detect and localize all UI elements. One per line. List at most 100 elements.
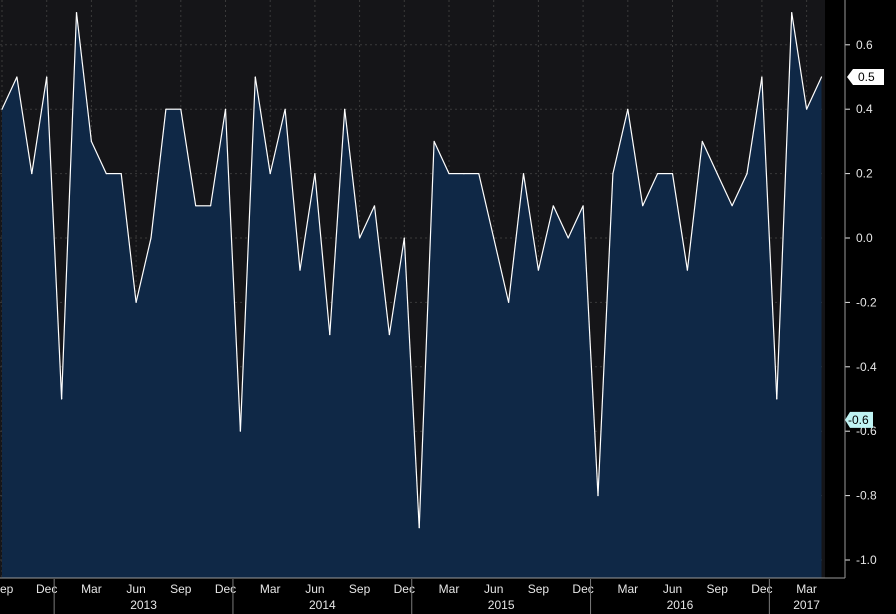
data-point bbox=[671, 173, 674, 175]
data-point bbox=[46, 76, 48, 78]
line-segment bbox=[180, 109, 197, 206]
line-segment bbox=[120, 173, 137, 303]
line-segment bbox=[31, 76, 48, 174]
x-tick-label: Jun bbox=[663, 582, 682, 596]
data-point bbox=[299, 269, 301, 271]
line-segment bbox=[806, 76, 823, 110]
line-segment bbox=[90, 141, 107, 174]
data-point bbox=[388, 334, 390, 336]
y-tick-label: -0.8 bbox=[856, 489, 877, 503]
data-point bbox=[403, 237, 405, 239]
last-value-badge: 0.5 bbox=[847, 69, 884, 85]
line-segment bbox=[239, 76, 256, 432]
data-point bbox=[269, 173, 271, 175]
line-segment bbox=[388, 237, 405, 335]
data-point bbox=[239, 430, 241, 432]
data-point bbox=[463, 173, 465, 175]
data-point bbox=[90, 140, 92, 142]
line-segment bbox=[75, 12, 92, 142]
year-label: 2017 bbox=[793, 598, 820, 612]
y-tick-label: 0.6 bbox=[856, 38, 873, 52]
year-label: 2016 bbox=[667, 598, 694, 612]
data-point bbox=[329, 334, 331, 336]
line-segment bbox=[552, 205, 569, 239]
data-point bbox=[627, 108, 629, 110]
line-segment bbox=[418, 141, 435, 528]
x-tick-label: Mar bbox=[796, 582, 817, 596]
data-point bbox=[284, 108, 286, 110]
data-point bbox=[373, 205, 376, 207]
x-tick-label: Sep bbox=[170, 582, 192, 596]
data-point bbox=[716, 173, 718, 175]
x-tick-label: Dec bbox=[751, 582, 772, 596]
x-tick-label: Mar bbox=[81, 582, 102, 596]
data-point bbox=[642, 205, 644, 207]
data-point bbox=[612, 173, 614, 175]
y-tick-label: -0.2 bbox=[856, 295, 877, 309]
x-tick-label: Jun bbox=[126, 582, 145, 596]
data-point bbox=[180, 108, 182, 110]
x-tick-label: Mar bbox=[439, 582, 460, 596]
line-segment bbox=[776, 12, 793, 400]
line-segment bbox=[716, 173, 733, 207]
line-segment bbox=[686, 141, 703, 271]
data-point bbox=[567, 237, 569, 239]
data-point bbox=[686, 269, 689, 271]
data-point bbox=[552, 205, 554, 207]
line-segment bbox=[269, 109, 286, 174]
data-point bbox=[418, 527, 420, 529]
x-tick-label: Dec bbox=[572, 582, 593, 596]
line-segment bbox=[299, 173, 316, 271]
line-segment bbox=[1, 76, 18, 110]
data-point bbox=[582, 205, 584, 207]
data-point bbox=[478, 173, 480, 175]
line-segment bbox=[522, 173, 539, 271]
y-tick-label: 0.4 bbox=[856, 102, 873, 116]
line-segment bbox=[746, 76, 763, 174]
line-segment bbox=[329, 109, 346, 335]
line-segment bbox=[731, 173, 748, 207]
data-point bbox=[701, 140, 703, 142]
line-segment bbox=[314, 173, 331, 335]
data-point bbox=[597, 495, 599, 497]
x-tick-label: Dec bbox=[215, 582, 236, 596]
x-tick-label: Jun bbox=[484, 582, 503, 596]
data-point bbox=[537, 269, 540, 271]
data-point bbox=[791, 12, 793, 14]
data-point bbox=[359, 237, 361, 239]
marker-badge-shape bbox=[845, 411, 873, 428]
marker-label: -0.6 bbox=[848, 413, 869, 427]
x-tick-label: Sep bbox=[707, 582, 729, 596]
data-point bbox=[75, 12, 78, 14]
year-label: 2015 bbox=[488, 598, 515, 612]
x-tick-label: Mar bbox=[617, 582, 638, 596]
line-segment bbox=[344, 109, 361, 239]
data-point bbox=[16, 76, 18, 78]
data-point bbox=[105, 173, 107, 175]
line-segment bbox=[597, 173, 614, 496]
line-segment bbox=[16, 76, 33, 174]
data-point bbox=[448, 173, 450, 175]
line-segment bbox=[567, 205, 584, 239]
x-tick-label: Mar bbox=[260, 582, 281, 596]
data-point bbox=[1, 108, 3, 110]
line-segment bbox=[359, 205, 376, 239]
marker-badge: -0.6 bbox=[845, 411, 873, 428]
last-value-label: 0.5 bbox=[858, 70, 875, 84]
line-segment bbox=[627, 109, 644, 206]
line-segment bbox=[254, 76, 271, 174]
line-segment bbox=[701, 141, 718, 174]
data-point bbox=[820, 76, 823, 78]
line-segment bbox=[478, 173, 495, 239]
data-point bbox=[120, 173, 122, 175]
data-point bbox=[344, 108, 346, 110]
line-segment bbox=[671, 173, 688, 271]
x-tick-label: Dec bbox=[394, 582, 415, 596]
line-segment bbox=[612, 109, 629, 174]
line-segment bbox=[373, 205, 390, 335]
line-segment bbox=[791, 12, 808, 110]
line-segment bbox=[403, 237, 420, 528]
x-axis: ep Dec Mar Jun Sep Dec Mar Jun Sep Dec Mar Jun Sep De… bbox=[0, 577, 845, 614]
x-tick-label: Sep bbox=[349, 582, 371, 596]
